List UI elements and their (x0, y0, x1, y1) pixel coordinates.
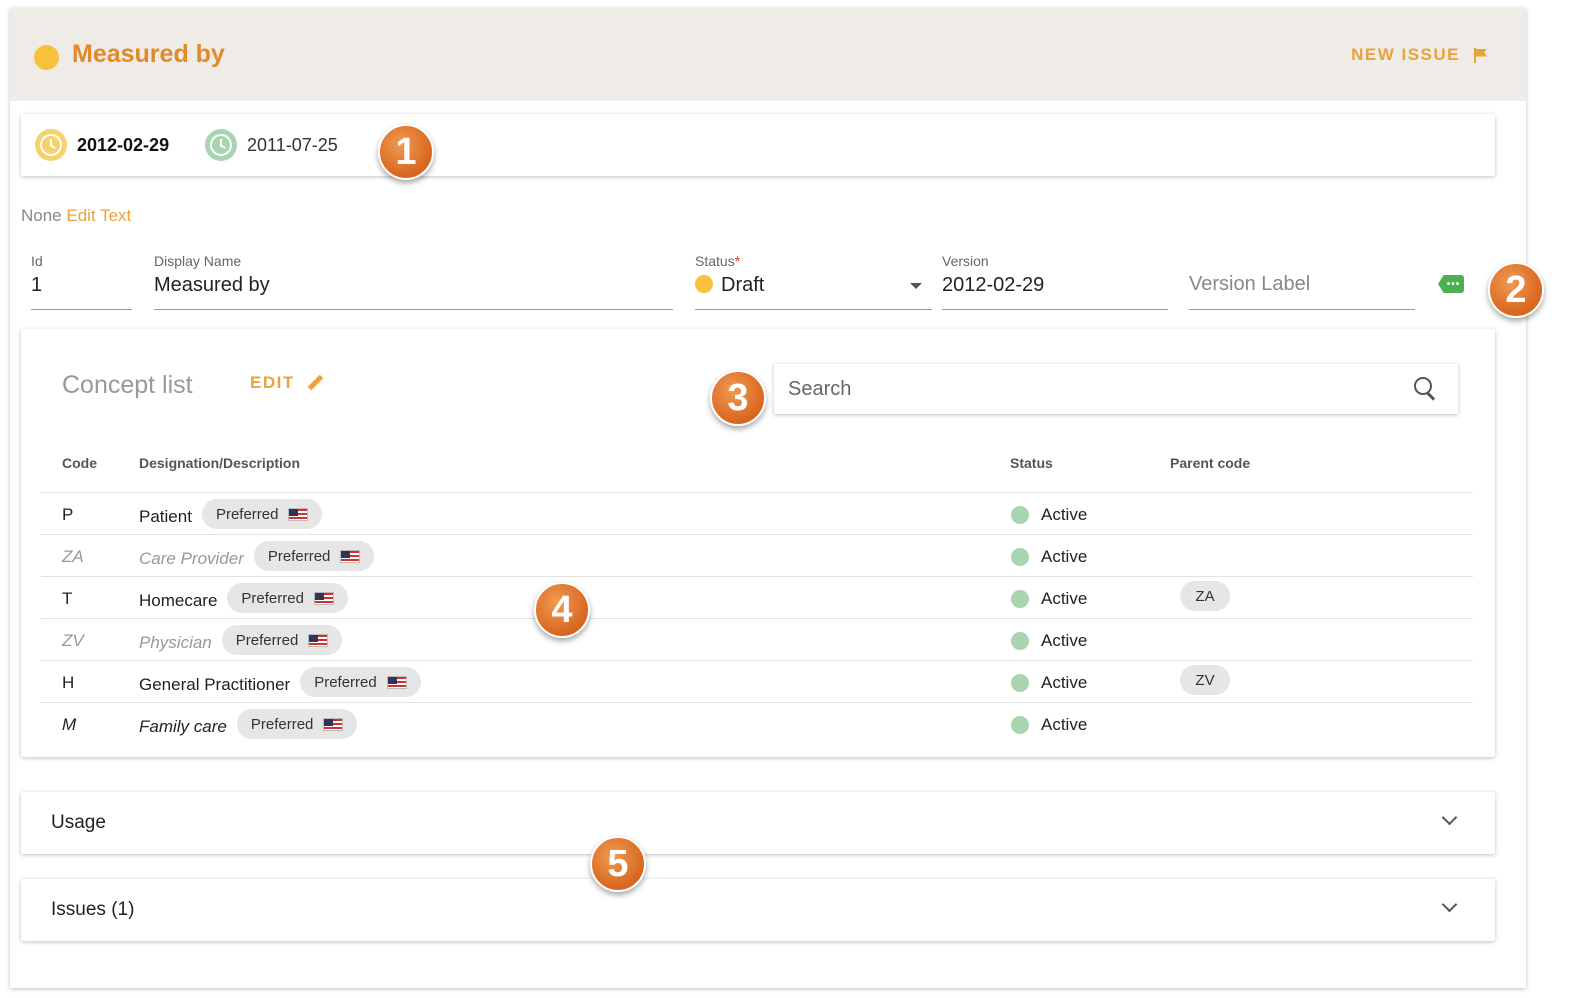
id-value: 1 (31, 274, 43, 296)
preferred-chip: Preferred (201, 499, 323, 529)
id-field[interactable]: Id 1 (31, 253, 132, 310)
search-box (774, 364, 1458, 414)
description-row: None Edit Text (21, 206, 131, 226)
new-issue-label: NEW ISSUE (1351, 45, 1460, 64)
column-header-designation[interactable]: Designation/Description (139, 455, 301, 471)
table-row[interactable]: M Family care Preferred Active (41, 702, 1473, 744)
usage-accordion-label: Usage (51, 812, 106, 833)
concept-code: P (62, 505, 74, 524)
version-label-field[interactable]: Version Label (1189, 253, 1415, 310)
concept-edit-label: EDIT (250, 373, 295, 392)
table-row[interactable]: T Homecare Preferred Active ZA (41, 576, 1473, 618)
draft-dot-icon (695, 275, 713, 293)
concept-code: T (62, 589, 73, 608)
active-dot-icon (1011, 632, 1029, 650)
concept-code: M (62, 715, 77, 734)
table-row[interactable]: H General Practitioner Preferred Active … (41, 660, 1473, 702)
description-none: None (21, 206, 62, 225)
panel-title: Measured by (72, 40, 225, 68)
search-icon[interactable] (1414, 377, 1438, 401)
concept-status: Active (1011, 547, 1087, 567)
concept-designation: Care Provider Preferred (139, 541, 375, 571)
id-label: Id (31, 253, 43, 269)
effective-date[interactable]: 2012-02-29 (77, 135, 170, 155)
new-issue-button[interactable]: NEW ISSUE (1351, 45, 1488, 65)
dates-bar: 2012-02-29 2011-07-25 (21, 114, 1495, 176)
flag-icon (1474, 47, 1488, 63)
issues-accordion[interactable]: Issues (1) (21, 879, 1495, 941)
column-header-status[interactable]: Status (1010, 455, 1053, 471)
callout-marker-1: 1 (378, 124, 434, 180)
callout-marker-5: 5 (590, 836, 646, 892)
edit-text-link[interactable]: Edit Text (66, 206, 132, 225)
preferred-chip: Preferred (253, 541, 375, 571)
tag-icon[interactable]: ••• (1438, 275, 1464, 293)
concept-designation: Physician Preferred (139, 625, 343, 655)
version-value: 2012-02-29 (942, 274, 1045, 296)
concept-list-title: Concept list (62, 371, 193, 399)
preferred-chip: Preferred (221, 625, 343, 655)
version-field[interactable]: Version 2012-02-29 (942, 253, 1168, 310)
clock-icon (35, 129, 67, 161)
concept-list-card: Concept list EDIT Code Designation/Descr… (21, 329, 1495, 757)
status-label: Status* (695, 253, 741, 269)
panel-header: Measured by NEW ISSUE (10, 8, 1526, 101)
us-flag-icon (288, 507, 309, 521)
column-header-code[interactable]: Code (62, 455, 97, 471)
concept-status: Active (1011, 505, 1087, 525)
concept-status: Active (1011, 589, 1087, 609)
concept-designation: General Practitioner Preferred (139, 667, 421, 697)
active-dot-icon (1011, 506, 1029, 524)
chevron-down-icon (1441, 896, 1458, 913)
us-flag-icon (323, 717, 344, 731)
display-name-field[interactable]: Display Name Measured by (154, 253, 673, 310)
column-header-parent-code[interactable]: Parent code (1170, 455, 1251, 471)
concept-status: Active (1011, 631, 1087, 651)
concept-designation: Homecare Preferred (139, 583, 348, 613)
status-value: Draft (695, 274, 764, 297)
us-flag-icon (386, 675, 407, 689)
search-input[interactable] (788, 374, 1388, 404)
active-dot-icon (1011, 716, 1029, 734)
callout-marker-2: 2 (1488, 262, 1544, 318)
previous-date[interactable]: 2011-07-25 (247, 135, 338, 155)
clock-icon (205, 129, 237, 161)
concept-code: H (62, 673, 75, 692)
us-flag-icon (340, 549, 361, 563)
display-name-value: Measured by (154, 274, 270, 296)
chevron-down-icon (1441, 809, 1458, 826)
active-dot-icon (1011, 674, 1029, 692)
preferred-chip: Preferred (236, 709, 358, 739)
concept-code: ZV (62, 631, 84, 650)
concept-code: ZA (62, 547, 84, 566)
version-label: Version (942, 253, 989, 269)
us-flag-icon (313, 591, 334, 605)
concept-status: Active (1011, 673, 1087, 693)
usage-accordion[interactable]: Usage (21, 792, 1495, 854)
table-row[interactable]: P Patient Preferred Active (41, 492, 1473, 534)
concept-designation: Patient Preferred (139, 499, 323, 529)
preferred-chip: Preferred (300, 667, 421, 697)
parent-code-chip[interactable]: ZA (1180, 581, 1230, 611)
issues-accordion-label: Issues (1) (51, 899, 135, 920)
concept-status: Active (1011, 715, 1087, 735)
pencil-icon (307, 375, 323, 391)
chevron-down-icon (910, 283, 922, 289)
concept-designation: Family care Preferred (139, 709, 358, 739)
preferred-chip: Preferred (227, 583, 348, 613)
version-label-placeholder: Version Label (1189, 273, 1311, 295)
table-row[interactable]: ZA Care Provider Preferred Active (41, 534, 1473, 576)
concept-edit-button[interactable]: EDIT (250, 373, 323, 393)
active-dot-icon (1011, 548, 1029, 566)
callout-marker-3: 3 (710, 370, 766, 426)
table-row[interactable]: ZV Physician Preferred Active (41, 618, 1473, 660)
callout-marker-4: 4 (534, 582, 590, 638)
active-dot-icon (1011, 590, 1029, 608)
status-select[interactable]: Status* Draft (695, 253, 932, 310)
display-name-label: Display Name (154, 253, 242, 269)
status-dot-icon (34, 45, 59, 70)
us-flag-icon (308, 633, 329, 647)
parent-code-chip[interactable]: ZV (1180, 665, 1230, 695)
